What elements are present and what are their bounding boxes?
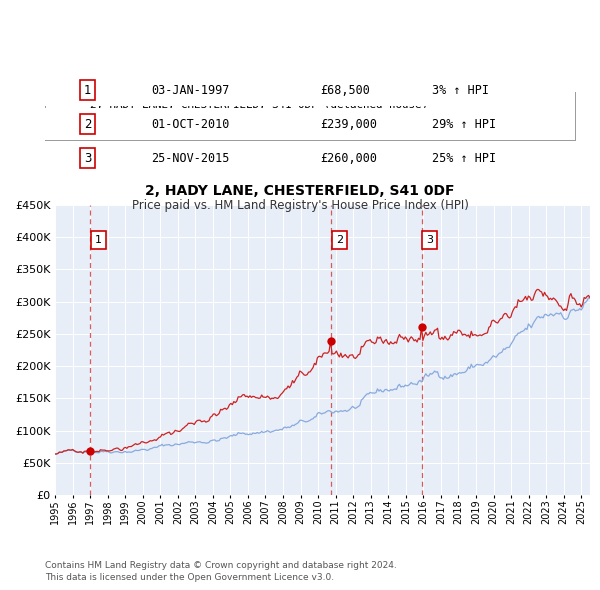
Text: HPI: Average price, detached house, Chesterfield: HPI: Average price, detached house, Ches… bbox=[90, 123, 402, 133]
Text: 2, HADY LANE, CHESTERFIELD, S41 0DF (detached house): 2, HADY LANE, CHESTERFIELD, S41 0DF (det… bbox=[90, 100, 428, 110]
Text: 01-OCT-2010: 01-OCT-2010 bbox=[151, 117, 229, 130]
Text: £260,000: £260,000 bbox=[320, 152, 377, 165]
Text: 1: 1 bbox=[95, 235, 101, 245]
Text: 3% ↑ HPI: 3% ↑ HPI bbox=[432, 84, 489, 97]
Text: £239,000: £239,000 bbox=[320, 117, 377, 130]
Text: 29% ↑ HPI: 29% ↑ HPI bbox=[432, 117, 496, 130]
Text: This data is licensed under the Open Government Licence v3.0.: This data is licensed under the Open Gov… bbox=[45, 573, 334, 582]
Text: 2: 2 bbox=[335, 235, 343, 245]
Text: Price paid vs. HM Land Registry's House Price Index (HPI): Price paid vs. HM Land Registry's House … bbox=[131, 199, 469, 212]
Text: Contains HM Land Registry data © Crown copyright and database right 2024.: Contains HM Land Registry data © Crown c… bbox=[45, 561, 397, 570]
Text: 03-JAN-1997: 03-JAN-1997 bbox=[151, 84, 229, 97]
Text: 3: 3 bbox=[426, 235, 433, 245]
Text: 2: 2 bbox=[83, 117, 91, 130]
Text: 3: 3 bbox=[84, 152, 91, 165]
Text: £68,500: £68,500 bbox=[320, 84, 370, 97]
Text: 25% ↑ HPI: 25% ↑ HPI bbox=[432, 152, 496, 165]
Text: 1: 1 bbox=[83, 84, 91, 97]
Text: 2, HADY LANE, CHESTERFIELD, S41 0DF: 2, HADY LANE, CHESTERFIELD, S41 0DF bbox=[145, 184, 455, 198]
Text: 25-NOV-2015: 25-NOV-2015 bbox=[151, 152, 229, 165]
